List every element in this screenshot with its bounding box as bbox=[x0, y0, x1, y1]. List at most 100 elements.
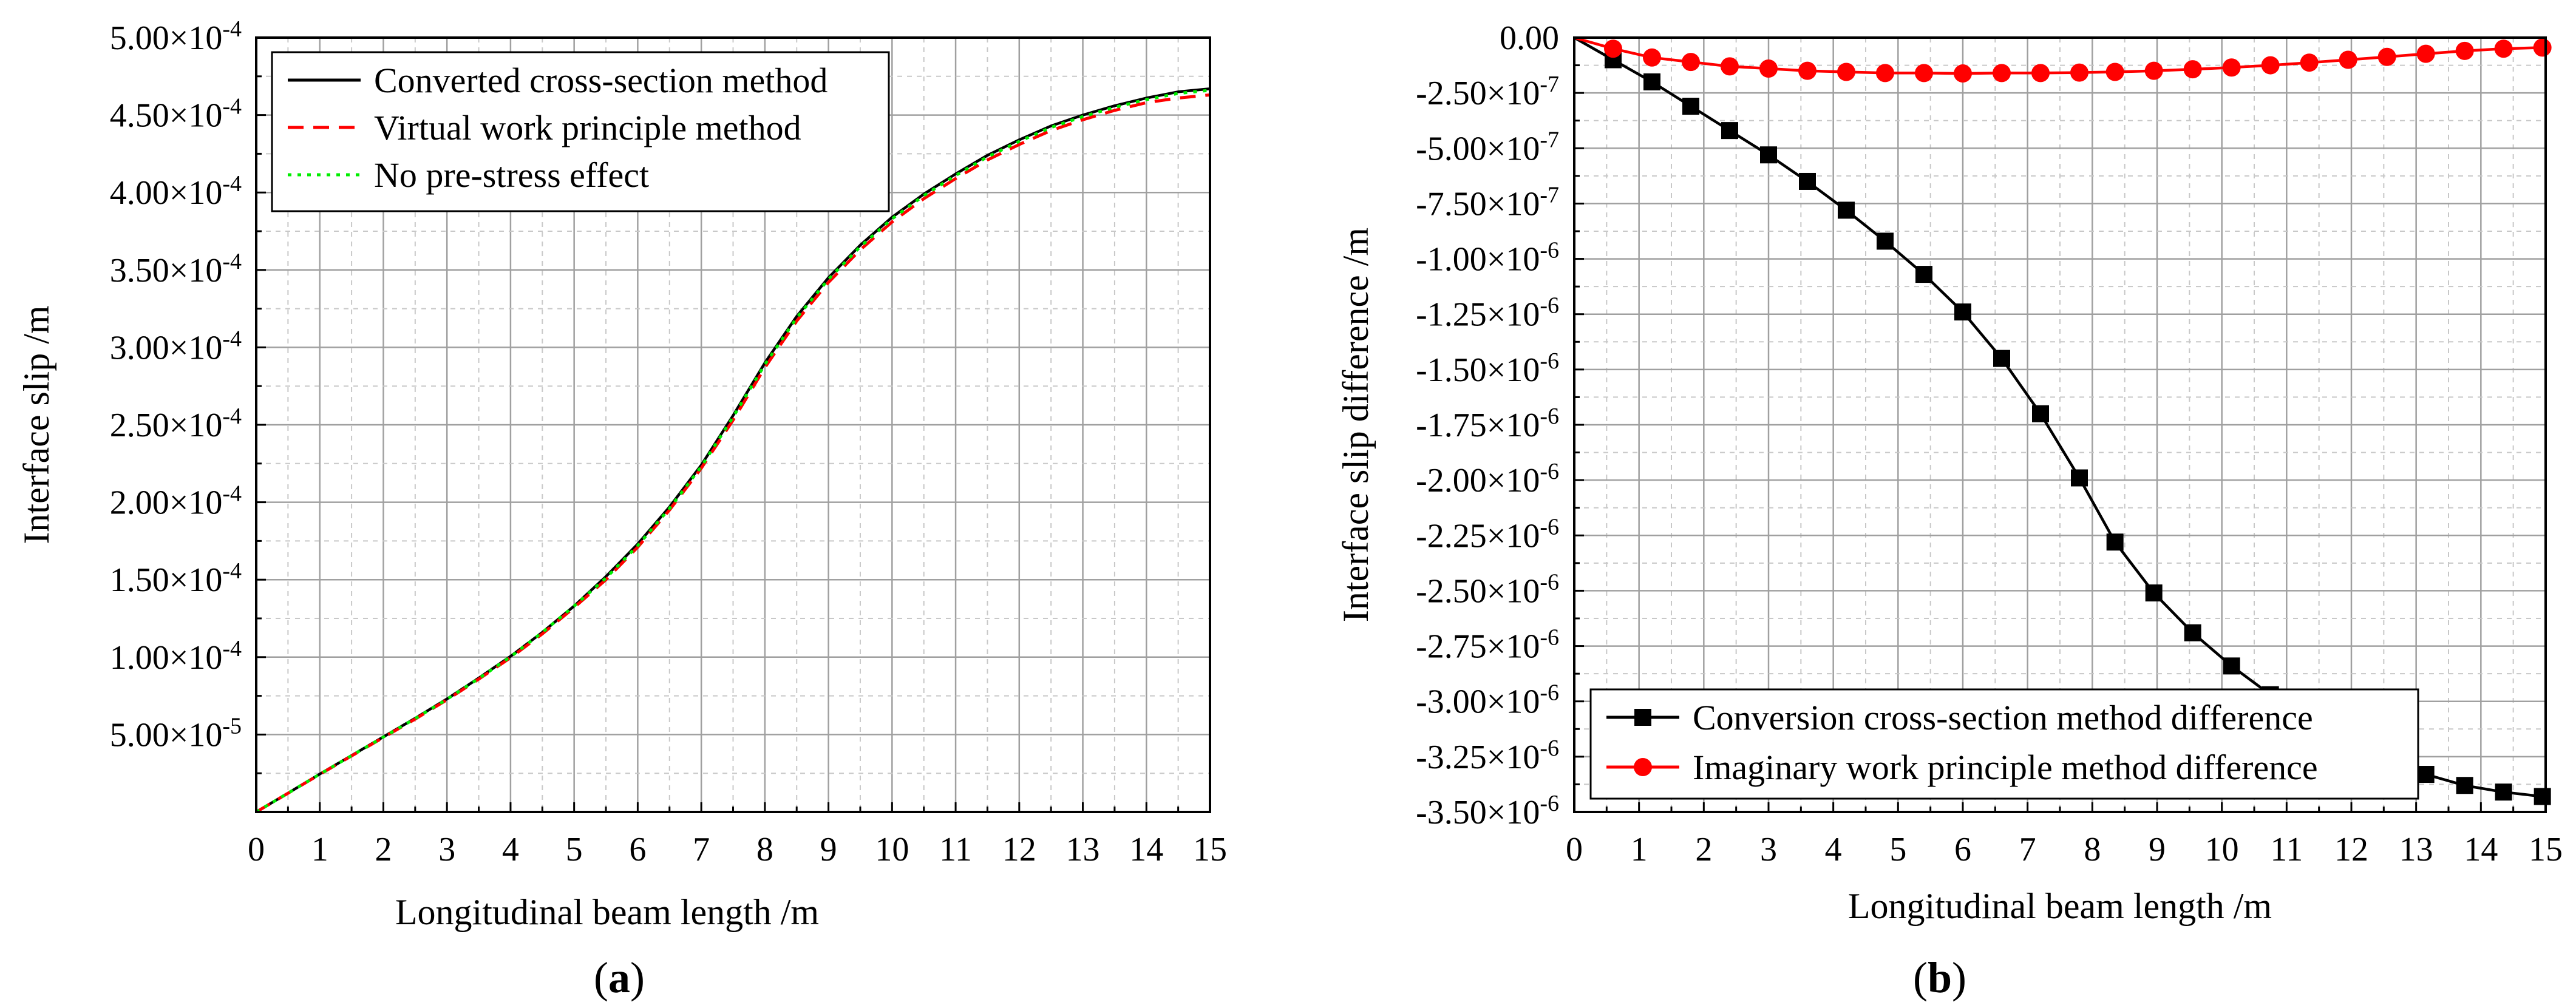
chart-b-x-tick-label: 4 bbox=[1825, 831, 1842, 868]
chart-b-series-line-1 bbox=[1573, 36, 2543, 798]
chart-b-point-square bbox=[2495, 783, 2512, 801]
chart-b-point-circle bbox=[2222, 58, 2241, 77]
chart-b-point-square bbox=[2456, 777, 2473, 794]
chart-a-panel-letter: a bbox=[608, 953, 630, 1002]
chart-a-y-tick-label: 2.50×10-4 bbox=[110, 404, 242, 444]
chart-b-point-circle bbox=[2105, 63, 2124, 81]
chart-b-point-circle bbox=[1682, 53, 1700, 72]
chart-b-y-tick-label: -1.50×10-6 bbox=[1416, 348, 1559, 389]
chart-a-x-tick-label: 1 bbox=[311, 831, 328, 868]
chart-b-legend: Conversion cross-section method differen… bbox=[1589, 688, 2419, 800]
chart-b-point-square bbox=[1993, 350, 2010, 367]
chart-a-y-tick-label: 2.00×10-4 bbox=[110, 481, 242, 522]
chart-a-x-tick-label: 9 bbox=[820, 831, 837, 868]
chart-b-slip-difference: 0 1 2 3 4 5 6 7 8 9 10 11 12 13 14 150.00-2.50×10-7-5.0… bbox=[1336, 19, 2563, 1002]
chart-b-point-square bbox=[2145, 584, 2163, 602]
chart-a-panel-label: (a) bbox=[594, 953, 645, 1002]
chart-a-legend: Converted cross-section method Virtual wo… bbox=[271, 51, 890, 212]
chart-b-y-tick-label: -1.25×10-6 bbox=[1416, 293, 1559, 334]
chart-b-point-square bbox=[2184, 624, 2201, 641]
chart-a-x-tick-label: 15 bbox=[1193, 831, 1227, 868]
chart-b-point-circle bbox=[1759, 59, 1778, 78]
chart-b-point-circle bbox=[2339, 50, 2357, 69]
chart-b-x-tick-label: 2 bbox=[1695, 831, 1712, 868]
chart-b-y-tick-label: -5.00×10-7 bbox=[1416, 127, 1559, 167]
chart-b-point-square bbox=[2223, 657, 2240, 675]
chart-b-y-tick-label: -2.50×10-7 bbox=[1416, 72, 1559, 112]
chart-b-x-tick-label: 6 bbox=[1954, 831, 1971, 868]
chart-a-y-tick-label: 3.00×10-4 bbox=[110, 326, 242, 367]
chart-a-x-tick-label: 11 bbox=[939, 831, 972, 868]
chart-b-y-tick-label: -1.75×10-6 bbox=[1416, 404, 1559, 444]
chart-b-y-tick-label: -2.50×10-6 bbox=[1416, 569, 1559, 610]
chart-b-legend-label: Imaginary work principle method differen… bbox=[1693, 748, 2318, 787]
chart-b-y-tick-label: -2.75×10-6 bbox=[1416, 625, 1559, 666]
chart-b-point-square bbox=[1760, 146, 1777, 164]
chart-b-point-square bbox=[2534, 788, 2551, 805]
chart-a-x-tick-label: 3 bbox=[438, 831, 455, 868]
chart-b-y-tick-label: 0.00 bbox=[1500, 19, 1559, 57]
chart-a-y-tick-label: 4.00×10-4 bbox=[110, 171, 242, 212]
chart-b-y-tick-label: -7.50×10-7 bbox=[1416, 182, 1559, 223]
chart-b-panel-letter: b bbox=[1928, 953, 1952, 1002]
chart-b-point-circle bbox=[2300, 53, 2319, 72]
chart-b-x-tick-label: 15 bbox=[2529, 831, 2563, 868]
chart-b-point-circle bbox=[2416, 44, 2435, 63]
chart-a-legend-label: No pre-stress effect bbox=[374, 155, 649, 195]
chart-a-y-tick-label: 3.50×10-4 bbox=[110, 249, 242, 289]
chart-b-y-tick-label: -3.50×10-6 bbox=[1416, 791, 1559, 831]
chart-a-y-tick-label: 1.50×10-4 bbox=[110, 558, 242, 599]
chart-b-y-tick-label: -3.25×10-6 bbox=[1416, 736, 1559, 776]
chart-b-point-square bbox=[1643, 73, 1660, 90]
chart-a-y-tick-label: 1.00×10-4 bbox=[110, 636, 242, 677]
chart-a-x-tick-label: 7 bbox=[693, 831, 710, 868]
chart-b-y-tick-label: -3.00×10-6 bbox=[1416, 680, 1559, 721]
chart-b-x-tick-label: 1 bbox=[1631, 831, 1648, 868]
chart-b-point-square bbox=[1799, 172, 1816, 190]
chart-a-legend-label: Converted cross-section method bbox=[374, 61, 828, 100]
chart-b-point-square bbox=[1682, 98, 1699, 115]
chart-b-point-square bbox=[1877, 232, 1894, 250]
chart-a-x-tick-label: 14 bbox=[1129, 831, 1163, 868]
chart-a-x-tick-label: 2 bbox=[375, 831, 392, 868]
chart-b-point-square bbox=[2071, 469, 2088, 487]
chart-b-point-square bbox=[2106, 533, 2124, 551]
chart-b-point-circle bbox=[2533, 38, 2552, 57]
chart-b-x-tick-label: 11 bbox=[2270, 831, 2303, 868]
chart-b-panel-label: (b) bbox=[1913, 953, 1966, 1002]
chart-a-legend-label: Virtual work principle method bbox=[374, 108, 801, 147]
chart-b-legend-label: Conversion cross-section method differen… bbox=[1693, 698, 2313, 737]
chart-a-series-line-2 bbox=[255, 93, 1211, 814]
chart-b-y-tick-label: -1.00×10-6 bbox=[1416, 238, 1559, 279]
chart-b-point-square bbox=[1721, 122, 1738, 140]
chart-b-point-circle bbox=[2031, 64, 2050, 83]
chart-b-y-tick-label: -2.25×10-6 bbox=[1416, 514, 1559, 555]
chart-a-x-tick-label: 5 bbox=[566, 831, 583, 868]
chart-b-ticks: 0 1 2 3 4 5 6 7 8 9 10 11 12 13 14 150.00-2.50×10-7-5.0… bbox=[1416, 19, 2563, 868]
chart-b-point-circle bbox=[2494, 39, 2513, 58]
chart-b-point-square bbox=[2032, 405, 2049, 422]
chart-b-point-circle bbox=[2070, 63, 2088, 82]
chart-a-x-axis-label: Longitudinal beam length /m bbox=[395, 892, 819, 932]
chart-b-x-tick-label: 3 bbox=[1760, 831, 1777, 868]
chart-b-x-tick-label: 0 bbox=[1566, 831, 1583, 868]
chart-b-point-circle bbox=[1643, 48, 1661, 67]
chart-a-legend-frame bbox=[271, 51, 890, 212]
chart-b-legend-frame bbox=[1589, 688, 2419, 800]
chart-b-grid bbox=[1574, 38, 2546, 812]
chart-a-x-tick-label: 4 bbox=[502, 831, 519, 868]
chart-b-point-circle bbox=[2261, 56, 2280, 75]
chart-b-point-circle bbox=[2377, 47, 2396, 66]
chart-b-point-circle bbox=[1954, 64, 1972, 83]
chart-a-x-tick-label: 10 bbox=[875, 831, 909, 868]
chart-a-ticks: 0 1 2 3 4 5 6 7 8 9 10 11 12 13 14 155.00×10-51.00×10-4… bbox=[110, 16, 1227, 868]
chart-b-x-tick-label: 7 bbox=[2019, 831, 2036, 868]
chart-b-x-tick-label: 14 bbox=[2464, 831, 2498, 868]
chart-b-point-circle bbox=[1721, 57, 1739, 76]
chart-b-x-axis-label: Longitudinal beam length /m bbox=[1848, 886, 2272, 926]
chart-b-point-square bbox=[1915, 266, 1932, 283]
chart-b-x-tick-label: 9 bbox=[2149, 831, 2166, 868]
chart-a-y-tick-label: 5.00×10-5 bbox=[110, 713, 242, 754]
chart-b-point-circle bbox=[1915, 64, 1933, 83]
chart-a-x-tick-label: 12 bbox=[1002, 831, 1036, 868]
